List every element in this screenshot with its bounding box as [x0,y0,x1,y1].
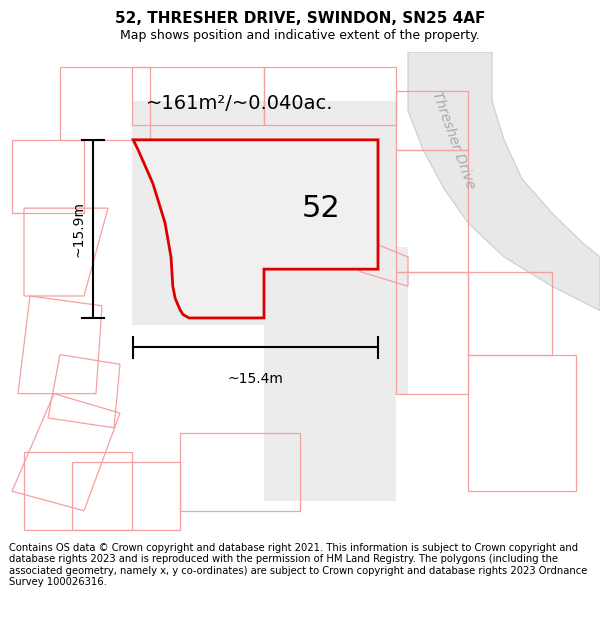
Text: Contains OS data © Crown copyright and database right 2021. This information is : Contains OS data © Crown copyright and d… [9,542,587,588]
Text: Map shows position and indicative extent of the property.: Map shows position and indicative extent… [120,29,480,42]
Polygon shape [408,52,600,311]
Text: 52: 52 [302,194,340,222]
Text: ~161m²/~0.040ac.: ~161m²/~0.040ac. [146,94,334,112]
Text: Thresher Drive: Thresher Drive [429,89,477,191]
Text: ~15.9m: ~15.9m [71,201,85,257]
Polygon shape [264,248,408,394]
Text: ~15.4m: ~15.4m [227,372,284,386]
Polygon shape [133,140,378,318]
Text: 52, THRESHER DRIVE, SWINDON, SN25 4AF: 52, THRESHER DRIVE, SWINDON, SN25 4AF [115,11,485,26]
Polygon shape [264,384,396,501]
Polygon shape [132,101,396,325]
